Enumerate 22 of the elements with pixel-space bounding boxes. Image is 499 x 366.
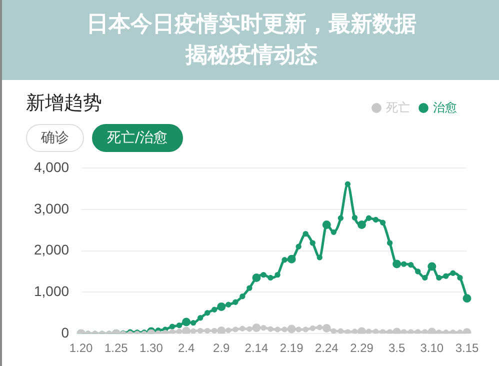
x-tick-label: 2.14 [244,341,268,356]
y-tick-label: 3,000 [34,200,70,216]
x-tick-label: 2.19 [280,341,304,356]
y-tick-label: 4,000 [34,158,70,175]
y-tick-label: 2,000 [34,242,70,258]
x-tick-label: 1.20 [69,341,94,356]
text: 死亡/治愈 [92,124,183,152]
chart-title: 新增趋势 [26,91,102,116]
y-tick-label: 0 [61,324,70,340]
legend-label: 治愈 [433,100,457,114]
x-tick-label: 3.5 [388,341,406,356]
x-tick-label: 2.9 [213,341,230,356]
x-tick-label: 2.29 [350,341,374,356]
x-tick-label: 2.24 [314,341,339,356]
text: 确诊 [26,124,84,152]
text: 日本今日疫情实时更新，最新数据揭秘疫情动态 [86,11,416,70]
x-tick-label: 1.25 [104,341,128,356]
x-tick-label: 3.15 [455,341,479,356]
x-tick-label: 2.4 [178,341,195,356]
y-tick-label: 1,000 [34,283,70,300]
x-tick-label: 3.10 [420,341,444,356]
x-tick-label: 1.30 [140,341,164,356]
